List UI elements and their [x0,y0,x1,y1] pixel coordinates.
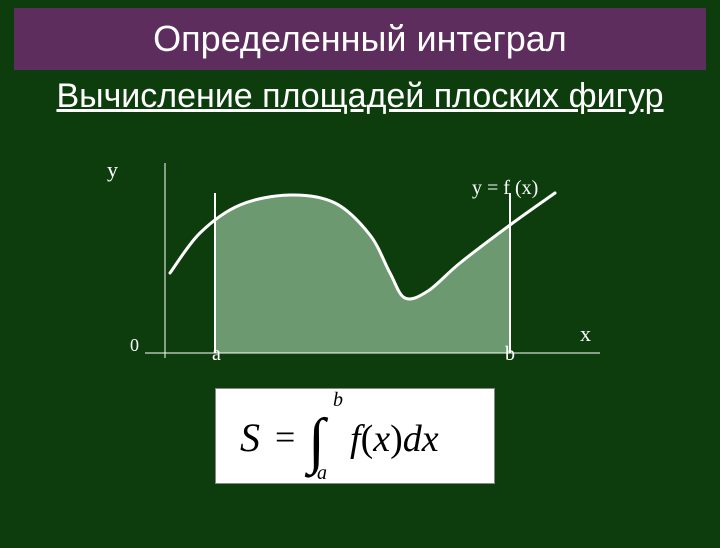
x-axis-label: x [580,321,591,347]
function-label: y = f (x) [472,177,538,200]
formula-box: S = ∫ b a f(x)dx [215,388,495,484]
a-label: a [212,343,221,366]
b-label: b [505,343,515,366]
integrand: f(x)dx [350,418,439,460]
equals-sign: = [275,417,295,457]
origin-label: 0 [130,335,139,356]
lower-limit: a [317,462,327,481]
upper-limit: b [333,391,343,411]
slide-subtitle: Вычисление площадей плоских фигур [0,76,720,117]
integral-diagram: y 0 a b x y = f (x) [110,163,610,373]
formula-lhs: S [240,415,260,460]
formula-svg: S = ∫ b a f(x)dx [225,391,485,481]
slide-title: Определенный интеграл [14,8,706,70]
y-axis-label: y [107,157,118,183]
